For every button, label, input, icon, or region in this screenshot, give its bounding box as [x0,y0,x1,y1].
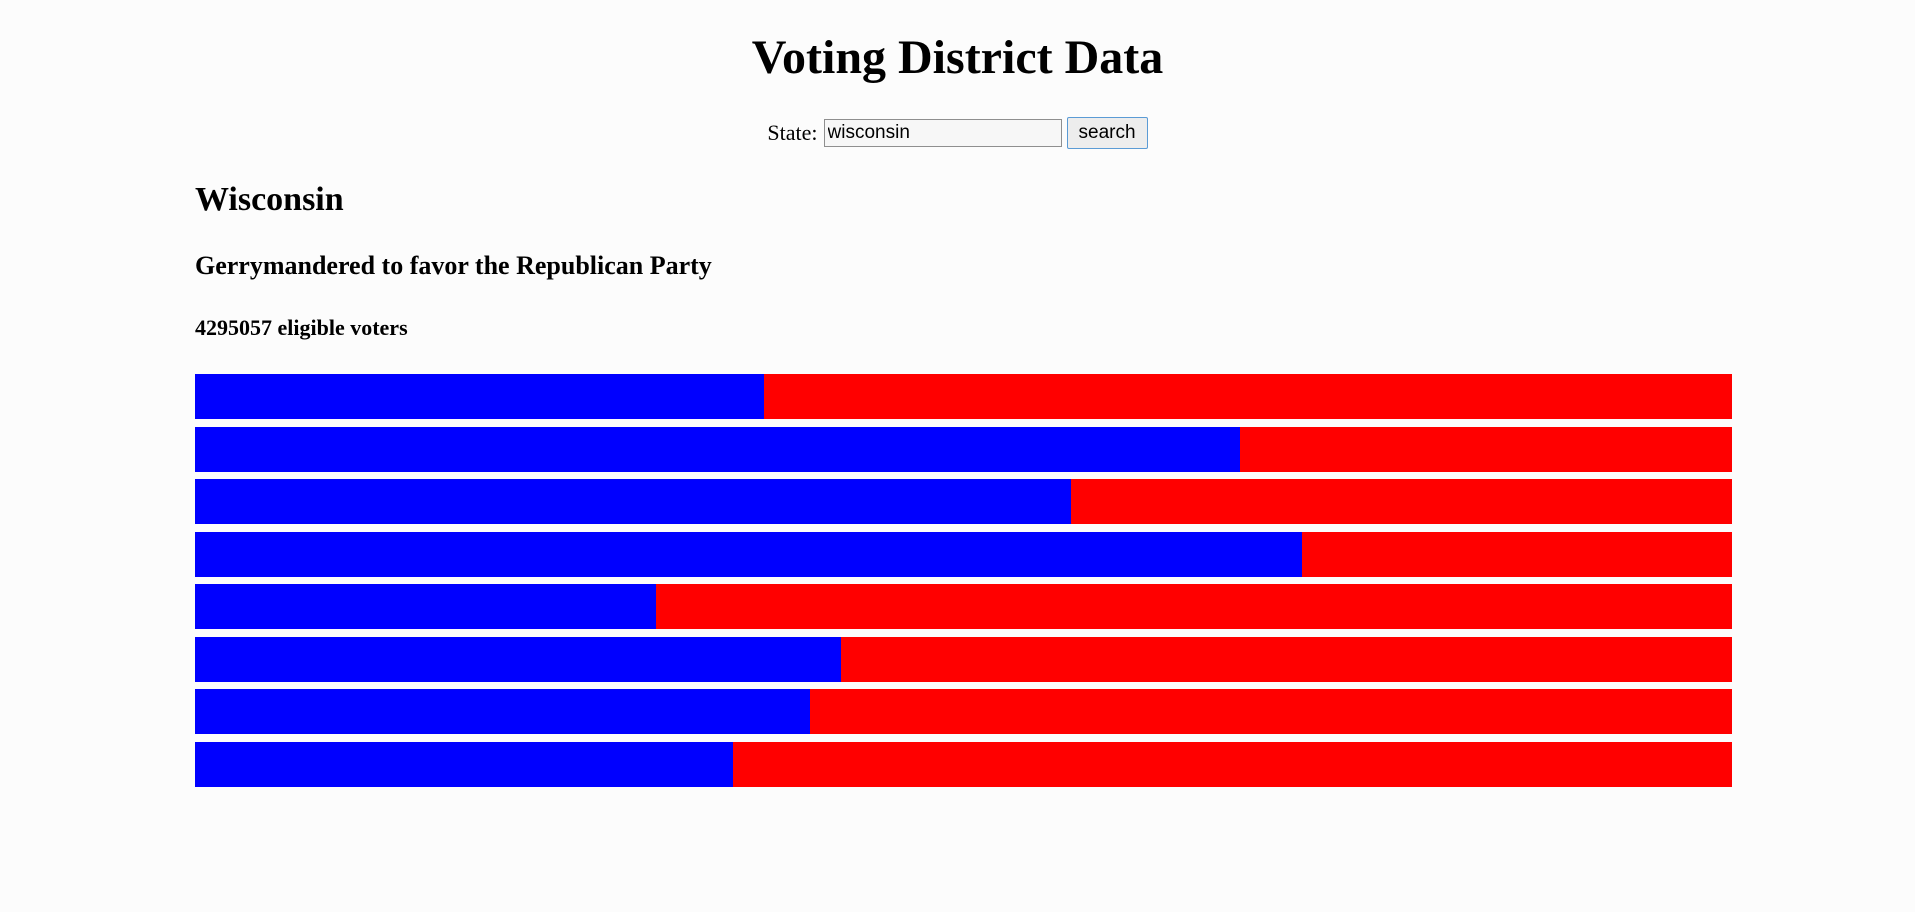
republican-share-segment [1301,531,1732,577]
republican-share-segment [840,636,1732,682]
republican-share-segment [763,374,1732,419]
page-title: Voting District Data [751,31,1164,84]
state-label: State: [767,120,818,145]
search-form: State: search [0,116,1915,150]
democrat-share-segment [195,741,733,787]
district-bar [195,689,1732,734]
eligible-voters: 4295057 eligible voters [195,315,408,340]
district-bar [195,584,1732,629]
district-bar [195,374,1732,419]
democrat-share-segment [195,584,657,629]
district-bar [195,426,1732,472]
state-name: Wisconsin [195,181,344,218]
democrat-share-segment [195,689,810,734]
democrat-share-segment [195,426,1241,472]
republican-share-segment [1240,426,1732,472]
district-bar [195,741,1732,787]
republican-share-segment [732,741,1732,787]
district-bars [195,374,1732,794]
democrat-share-segment [195,479,1072,524]
district-bar [195,531,1732,577]
gerrymander-verdict: Gerrymandered to favor the Republican Pa… [195,251,712,280]
democrat-share-segment [195,531,1302,577]
democrat-share-segment [195,374,764,419]
district-bar [195,479,1732,524]
search-button[interactable]: search [1066,117,1148,149]
state-search-input[interactable] [823,119,1062,147]
democrat-share-segment [195,636,841,682]
district-bar [195,636,1732,682]
republican-share-segment [656,584,1732,629]
republican-share-segment [1071,479,1732,524]
republican-share-segment [809,689,1732,734]
